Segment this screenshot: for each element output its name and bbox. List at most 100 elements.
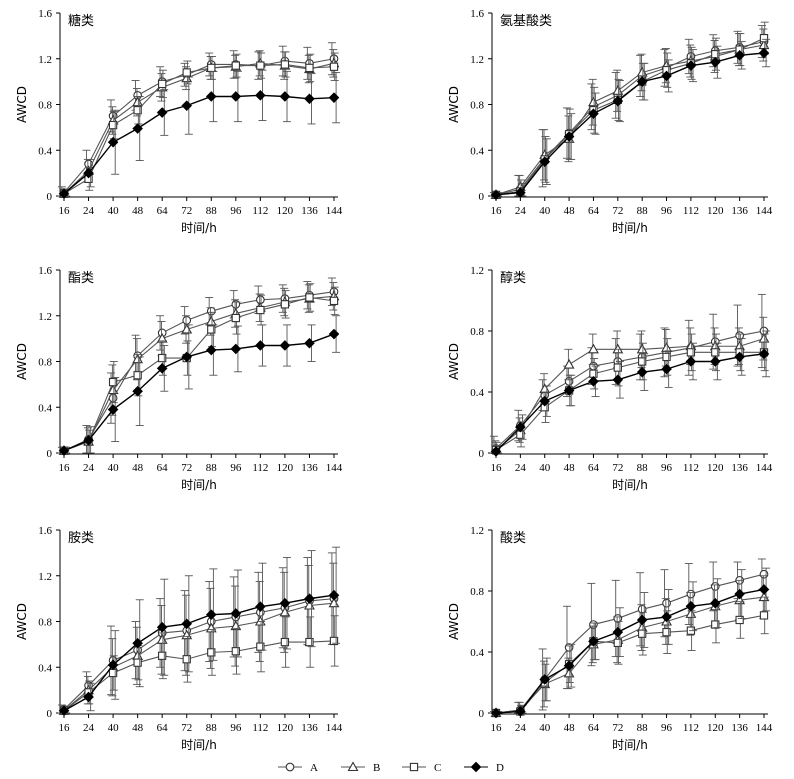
x-tick-label: 120 [707,462,724,474]
data-point-D [539,674,551,685]
y-tick-label: 0.4 [470,145,484,157]
chart-panel-1: 0 0.4 0.8 1.2 1.6 16 24 40 48 64 72 88 96 112 120 136 14… [15,8,343,235]
y-tick-label: 0.8 [470,586,484,598]
data-point-D [58,188,70,200]
series-B [58,49,340,198]
data-point-D [515,706,526,717]
x-axis-label: 时间/h [181,221,217,235]
x-tick-label: 144 [326,722,343,734]
data-point-D [709,597,721,609]
panel-title: 胺类 [68,531,94,546]
x-tick-label: 16 [59,722,71,734]
data-point-C [735,615,744,625]
data-point-D [539,395,551,407]
data-point-C [256,305,265,315]
data-point-D [685,600,697,612]
data-point-D [734,588,745,600]
data-point-D [279,340,291,351]
data-point-D [661,70,672,82]
data-point-D [279,91,291,102]
legend: A B C D [278,761,504,774]
x-axis-label: 时间/h [612,738,648,752]
data-point-D [58,705,70,717]
legend-marker-D [470,761,482,773]
x-tick-label: 120 [277,205,294,217]
x-tick-label: 136 [731,722,748,734]
data-point-C [133,371,142,380]
x-tick-label: 88 [637,462,649,474]
data-point-A [662,598,671,608]
x-tick-label: 136 [731,205,748,217]
data-point-D [83,435,94,446]
data-point-C [207,325,216,334]
x-tick-label: 16 [491,462,503,474]
data-point-C [329,62,339,71]
data-point-D [304,93,315,105]
data-point-D [255,90,266,101]
data-point-D [758,47,770,59]
x-tick-label: 112 [252,205,268,217]
data-point-A [710,582,720,591]
series-D [490,330,771,457]
x-tick-label: 112 [683,722,699,734]
x-tick-label: 40 [108,462,120,474]
data-point-D [563,385,575,396]
y-axis-label: AWCD [447,603,461,640]
data-point-D [636,366,648,378]
data-point-C [305,637,314,647]
series-line-D [495,52,765,196]
x-tick-label: 40 [539,462,551,474]
x-tick-label: 16 [59,462,71,474]
data-point-D [563,131,575,142]
data-point-B [612,85,624,95]
data-point-B [636,343,648,354]
data-point-D [515,421,526,433]
y-tick-label: 0.8 [38,100,52,112]
y-tick-label: 1.2 [38,311,52,323]
data-point-C [256,61,265,70]
data-point-C [182,68,191,77]
data-point-D [734,351,745,363]
x-tick-label: 64 [588,205,600,217]
series-line-C [63,63,335,195]
y-tick-label: 0 [47,191,53,203]
x-tick-label: 144 [326,462,343,474]
x-tick-label: 64 [588,462,600,474]
data-point-D [612,374,624,386]
chart-panel-3: 0 0.4 0.8 1.2 1.6 16 24 40 48 64 72 88 96 112 120 136 14… [15,265,343,492]
series-C [59,283,339,455]
data-point-B [156,333,168,343]
data-point-D [132,123,143,134]
chart-panel-5: 0 0.4 0.8 1.2 1.6 16 24 40 48 64 72 88 96 112 120 136 14… [15,525,343,752]
x-tick-label: 48 [564,205,576,217]
legend-label: D [496,762,504,774]
y-tick-label: 0.8 [470,100,484,112]
y-tick-label: 1.6 [470,8,484,20]
chart-panel-4: 0 0.4 0.8 1.2 16 24 40 48 64 72 88 96 112 120 136 144 时间… [447,265,773,492]
x-tick-label: 48 [132,722,144,734]
data-point-D [709,356,721,367]
x-tick-label: 24 [83,462,95,474]
y-tick-label: 0 [479,448,485,460]
legend-item-B: B [341,761,380,774]
legend-label: C [434,762,441,774]
data-point-D [205,91,217,102]
x-tick-label: 120 [707,205,724,217]
legend-marker-C [409,762,419,772]
data-point-C [158,79,167,89]
x-tick-label: 120 [277,462,294,474]
data-point-D [181,618,193,630]
y-tick-label: 0.4 [470,647,484,659]
x-tick-label: 16 [491,722,503,734]
data-point-D [588,108,599,119]
data-point-C [711,620,720,629]
y-axis-label: AWCD [15,86,29,123]
series-line-A [495,330,765,449]
data-point-D [685,356,697,367]
x-tick-label: 24 [515,722,527,734]
data-point-D [612,95,624,107]
series-line-C [495,614,765,714]
data-point-C [280,637,290,647]
series-line-B [63,295,335,452]
x-tick-label: 64 [588,722,600,734]
